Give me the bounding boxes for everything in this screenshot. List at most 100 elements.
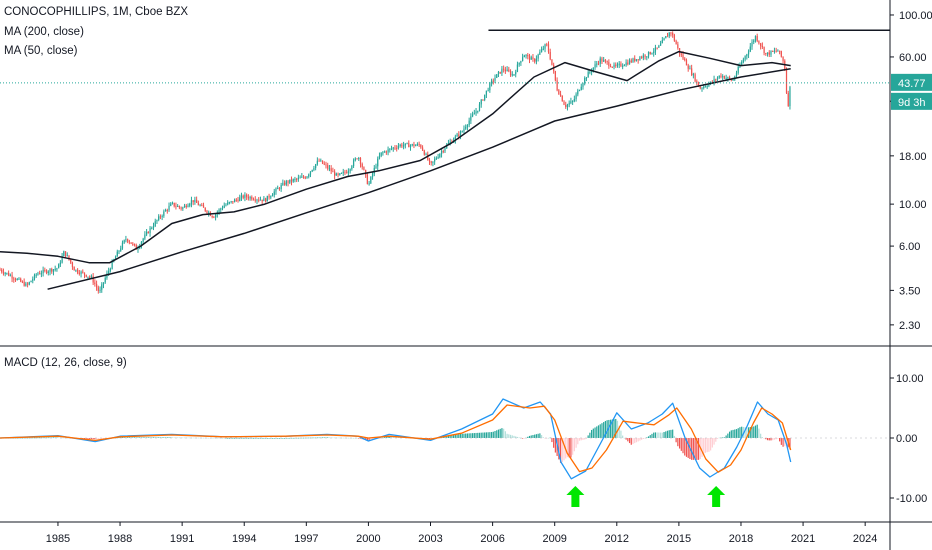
candle-body — [204, 207, 206, 211]
candle-body — [306, 176, 308, 179]
histogram-bar — [87, 438, 89, 439]
candle-body — [737, 66, 739, 73]
candle-body — [673, 35, 676, 41]
histogram-bar — [458, 434, 460, 438]
candle-body — [590, 70, 593, 72]
candle-body — [308, 174, 310, 177]
histogram-bar — [587, 435, 589, 438]
candle-body — [468, 120, 470, 126]
histogram-bar — [342, 437, 344, 439]
candle-body — [596, 63, 598, 65]
candle-body — [622, 65, 624, 67]
histogram-bar — [744, 427, 746, 438]
candle-body — [294, 178, 296, 180]
histogram-bar — [313, 437, 315, 439]
candle-body — [682, 54, 684, 59]
candle-body — [642, 55, 644, 58]
candle-body — [175, 206, 177, 208]
candle-body — [118, 250, 120, 252]
histogram-bar — [392, 436, 394, 438]
macd-line — [0, 398, 792, 480]
candle-body — [747, 51, 750, 55]
histogram-bar — [604, 420, 607, 438]
histogram-bar — [390, 436, 393, 438]
histogram-bar — [477, 432, 479, 438]
candle-body — [58, 264, 60, 269]
candle-body — [630, 60, 632, 62]
histogram-bar — [302, 437, 305, 439]
histogram-bar — [258, 438, 260, 439]
candle-body — [177, 206, 179, 208]
candle-body — [572, 100, 574, 102]
macd-legend[interactable]: MACD (12, 26, close, 9) — [4, 357, 127, 369]
candle-body — [384, 151, 386, 153]
histogram-bar — [139, 437, 141, 438]
candle-body — [437, 157, 439, 159]
histogram-bar — [682, 438, 684, 454]
macd-pane — [0, 398, 890, 507]
candle-body — [87, 276, 89, 278]
candle-body — [242, 195, 244, 198]
candle-body — [408, 143, 410, 148]
histogram-bar — [142, 437, 144, 438]
histogram-bar — [44, 437, 46, 439]
candle-body — [370, 176, 372, 184]
histogram-bar — [352, 437, 355, 439]
histogram-bar — [589, 432, 591, 438]
histogram-bar — [444, 436, 446, 438]
ma50-legend[interactable]: MA (50, close) — [4, 45, 78, 57]
candle-body — [566, 104, 569, 107]
histogram-bar — [728, 431, 731, 438]
histogram-bar — [337, 437, 339, 439]
histogram-bar — [247, 438, 249, 439]
histogram-bar — [26, 437, 29, 439]
histogram-bar — [446, 436, 448, 438]
candle-body — [4, 272, 6, 274]
candle-body — [723, 76, 726, 79]
ma50-line — [0, 50, 791, 264]
histogram-bar — [518, 437, 520, 439]
histogram-bar — [97, 438, 99, 439]
histogram-bar — [597, 425, 600, 438]
ma200-legend[interactable]: MA (200, close) — [4, 26, 84, 38]
histogram-bar — [334, 437, 336, 439]
chart-title[interactable]: CONOCOPHILLIPS, 1M, Cboe BZX — [4, 6, 189, 18]
histogram-bar — [573, 438, 575, 452]
candle-body — [782, 56, 784, 61]
candle-body — [128, 241, 130, 243]
histogram-bar — [37, 437, 39, 439]
histogram-bar — [732, 429, 734, 438]
candle-body — [283, 182, 286, 185]
candle-body — [332, 171, 334, 173]
histogram-bar — [123, 437, 125, 438]
histogram-bar — [713, 438, 715, 445]
candle-body — [704, 86, 707, 88]
histogram-bar — [642, 438, 644, 439]
candle-body — [656, 47, 658, 49]
candle-body — [580, 86, 582, 90]
histogram-bar — [620, 430, 622, 438]
histogram-bar — [328, 437, 331, 439]
candle-body — [458, 134, 460, 137]
histogram-bar — [594, 427, 596, 438]
candle-body — [609, 66, 612, 68]
candle-body — [92, 276, 94, 283]
candle-body — [535, 58, 538, 62]
candle-body — [385, 151, 387, 153]
histogram-bar — [39, 437, 41, 439]
candle-body — [627, 62, 629, 65]
histogram-bar — [197, 437, 199, 439]
price-candles — [0, 31, 791, 294]
candle-body — [47, 271, 49, 273]
candle-body — [187, 205, 189, 208]
histogram-bar — [385, 436, 387, 438]
candle-body — [225, 204, 227, 206]
candle-body — [304, 177, 306, 179]
candle-body — [494, 77, 496, 81]
histogram-bar — [630, 438, 632, 445]
candle-body — [378, 155, 381, 159]
time-tick-label: 1985 — [46, 533, 70, 545]
histogram-bar — [704, 438, 707, 453]
candle-body — [603, 60, 605, 62]
